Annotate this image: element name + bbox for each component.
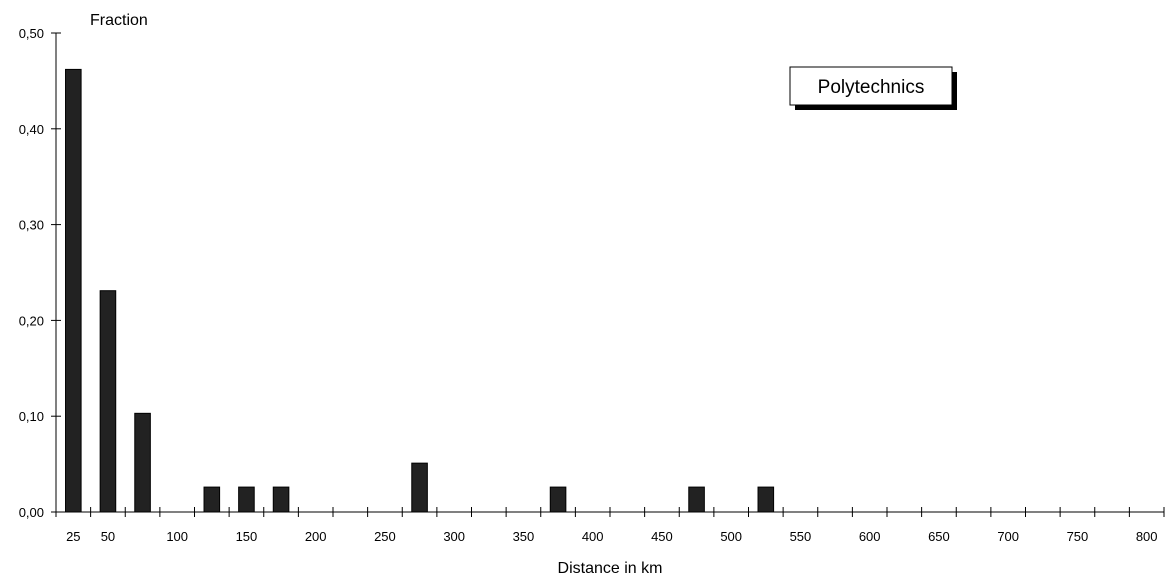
x-tick-label: 600 <box>859 529 881 544</box>
bar <box>134 412 151 513</box>
x-tick-label: 500 <box>720 529 742 544</box>
x-tick-label: 750 <box>1067 529 1089 544</box>
legend-label: Polytechnics <box>818 77 925 98</box>
bar <box>549 486 567 513</box>
bars <box>65 68 775 513</box>
x-tick-label: 300 <box>443 529 465 544</box>
x-tick-label: 250 <box>374 529 396 544</box>
bar <box>99 290 117 513</box>
y-tick-label: 0,20 <box>19 313 44 328</box>
x-tick-label: 650 <box>928 529 950 544</box>
x-tick-label: 700 <box>997 529 1019 544</box>
x-tick-label: 800 <box>1136 529 1158 544</box>
y-ticks: 0,00 0,10 0,20 0,30 0,40 0,50 <box>19 26 61 520</box>
x-tick-label: 400 <box>582 529 604 544</box>
x-tick-label: 450 <box>651 529 673 544</box>
y-tick-label: 0,10 <box>19 409 44 424</box>
x-tick-label: 200 <box>305 529 327 544</box>
y-tick-label: 0,00 <box>19 505 44 520</box>
y-tick-label: 0,40 <box>19 122 44 137</box>
legend-box: Polytechnics <box>789 66 957 110</box>
bar <box>272 486 290 513</box>
x-ticks: 25 50 100 150 200 250 300 350 400 450 500 550 600 650… <box>55 507 1165 544</box>
bar <box>203 486 221 513</box>
x-axis-title: Distance in km <box>558 560 663 577</box>
legend-frame <box>789 66 953 106</box>
bar <box>688 486 705 513</box>
x-tick-label: 350 <box>513 529 535 544</box>
y-tick-label: 0,30 <box>19 218 44 233</box>
x-tick-label: 150 <box>236 529 258 544</box>
x-tick-label: 100 <box>166 529 188 544</box>
x-tick-label: 550 <box>790 529 812 544</box>
x-tick-label: 50 <box>101 529 115 544</box>
bar <box>757 486 775 513</box>
x-tick-label: 25 <box>66 529 80 544</box>
y-tick-label: 0,50 <box>19 26 44 41</box>
bar <box>65 68 82 513</box>
bar <box>238 486 255 513</box>
bar <box>411 462 428 513</box>
y-axis-title: Fraction <box>90 12 148 29</box>
